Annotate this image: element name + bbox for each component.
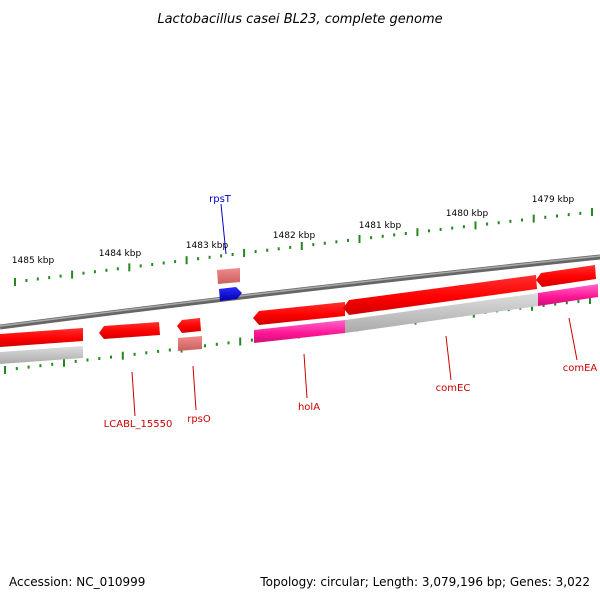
reverse-cds-row — [0, 265, 596, 347]
gene-label-holA[interactable]: holA — [298, 402, 320, 413]
genome-summary-text: Topology: circular; Length: 3,079,196 bp… — [259, 575, 590, 589]
leader-rpsO — [192, 365, 197, 411]
reverse-gene-row — [0, 284, 598, 364]
label-leaders — [131, 203, 578, 417]
tick-label-1482: 1482 kbp — [273, 231, 316, 241]
tick-label-1483: 1483 kbp — [186, 241, 229, 251]
leader-comEC — [445, 335, 452, 381]
leader-LCABL_15550 — [131, 371, 136, 417]
tick-label-1480: 1480 kbp — [446, 209, 489, 219]
leader-rpsT — [220, 203, 227, 255]
gene-bar-left-edge — [0, 346, 83, 364]
outer-scale-track — [14, 208, 593, 286]
genome-backbone-highlight — [0, 255, 600, 327]
leader-holA — [303, 353, 308, 399]
cds-arrow-LCABL_15550[interactable] — [99, 322, 160, 339]
gene-bar-comEC[interactable] — [345, 293, 538, 333]
gene-bar-comEA[interactable] — [538, 284, 598, 306]
tick-label-1485: 1485 kbp — [12, 256, 55, 266]
cds-arrow-comEA[interactable] — [536, 265, 596, 287]
rpsT-trna-arrow — [217, 268, 240, 284]
gene-label-comEC[interactable]: comEC — [436, 383, 471, 394]
genome-backbone — [0, 254, 600, 330]
gene-label-comEA[interactable]: comEA — [563, 363, 598, 374]
tick-label-1481: 1481 kbp — [359, 221, 402, 231]
cds-arrow-comEC[interactable] — [343, 275, 537, 315]
cds-arrow-holA[interactable] — [253, 302, 345, 325]
map-title: Lactobacillus casei BL23, complete genom… — [157, 12, 442, 27]
feature-rpsT[interactable] — [217, 268, 242, 301]
cds-arrow-rpsO[interactable] — [177, 318, 201, 333]
tick-label-1484: 1484 kbp — [99, 249, 142, 259]
cds-arrow-left-edge — [0, 328, 83, 347]
gene-bar-rpsO[interactable] — [178, 336, 202, 351]
tick-label-1479: 1479 kbp — [532, 195, 575, 205]
gene-label-LCABL_15550[interactable]: LCABL_15550 — [104, 419, 173, 430]
gene-label-rpsT[interactable]: rpsT — [209, 194, 232, 205]
gene-bar-holA[interactable] — [254, 320, 345, 343]
leader-comEA — [568, 317, 578, 361]
gene-label-rpsO[interactable]: rpsO — [187, 414, 211, 425]
rpsT-cds-arrow — [219, 287, 242, 301]
accession-text: Accession: NC_010999 — [9, 575, 145, 589]
